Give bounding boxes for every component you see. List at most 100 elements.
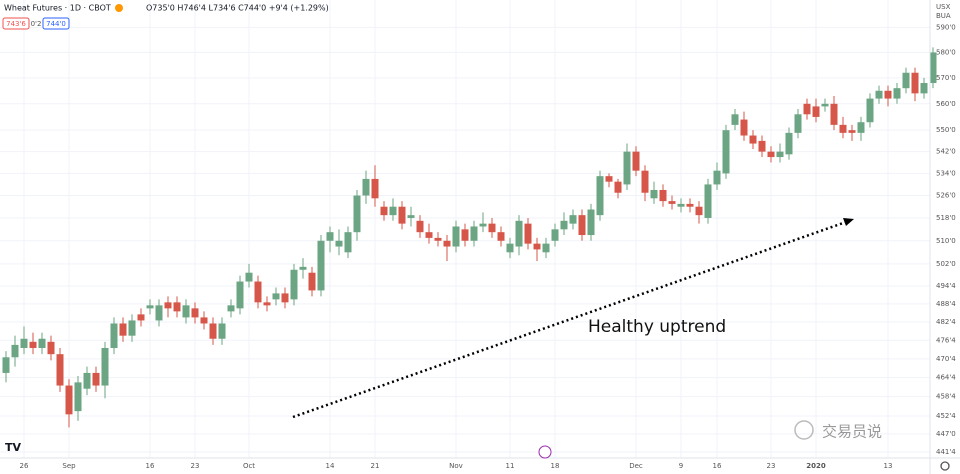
candle-body [767, 151, 775, 158]
candle-body [128, 320, 136, 336]
candle-body [236, 281, 244, 309]
y-tick-label: 447'0 [936, 430, 956, 438]
candle-body [704, 184, 712, 218]
candle-body [254, 281, 262, 303]
y-tick-label: 452'4 [936, 412, 956, 420]
x-tick-label: 9 [679, 462, 683, 470]
candle-body [29, 341, 37, 348]
y-tick-label: 542'0 [936, 148, 956, 156]
annotation: Healthy uptrend [588, 317, 726, 337]
candle-body [200, 317, 208, 324]
x-tick-label: Nov [449, 462, 463, 470]
ask-box [42, 17, 70, 30]
events-icon[interactable] [538, 445, 552, 459]
candle-body [686, 203, 694, 207]
watermark: 交易员说 [822, 423, 882, 441]
candle-body [920, 83, 928, 94]
candle-body [722, 130, 730, 174]
candle-body [758, 140, 766, 152]
candle-body [308, 272, 316, 291]
candle-body [578, 215, 586, 236]
settings-icon[interactable] [940, 461, 950, 471]
candle-body [821, 103, 829, 107]
candle-body [47, 341, 55, 355]
x-tick-label: 23 [191, 462, 200, 470]
candle-body [524, 223, 532, 244]
candle-body [839, 124, 847, 133]
y-tick-label: 570'0 [936, 74, 956, 82]
candle-body [38, 338, 46, 348]
candle-body [110, 323, 118, 348]
watermark-icon [794, 420, 814, 440]
y-tick-label: 488'4 [936, 300, 956, 308]
candle-body [245, 272, 253, 282]
candle-body [875, 90, 883, 99]
y-tick-label: 534'0 [936, 169, 956, 177]
candle-body [893, 88, 901, 99]
candle-body [56, 354, 64, 386]
y-tick-label: 458'4 [936, 393, 956, 401]
candle-body [416, 220, 424, 233]
candle-body [218, 323, 226, 339]
y-tick-label: 470'4 [936, 355, 956, 363]
y-tick-label: 550'0 [936, 126, 956, 134]
candle-body [731, 114, 739, 125]
spread: 0'2 [31, 20, 42, 28]
y-tick-label: 590'0 [936, 23, 956, 31]
candle-body [173, 302, 181, 312]
bid: 743'6 [6, 20, 26, 28]
candle-body [803, 103, 811, 115]
candle-body [533, 243, 541, 250]
x-tick-label: 11 [506, 462, 515, 470]
candle-body [137, 314, 145, 321]
candle-body [884, 90, 892, 99]
candle-body [407, 215, 415, 218]
candle-body [713, 170, 721, 185]
candle-body [326, 232, 334, 241]
candle-body [461, 229, 469, 241]
candles [2, 47, 937, 428]
candle-body [929, 52, 937, 84]
candle-body [902, 72, 910, 89]
x-tick-label: 26 [20, 462, 29, 470]
unit: BUA [936, 12, 951, 20]
y-tick-label: 510'0 [936, 237, 956, 245]
candle-body [83, 372, 91, 389]
candle-body [911, 72, 919, 94]
candle-body [263, 302, 271, 306]
candle-body [164, 302, 172, 309]
candle-body [92, 372, 100, 386]
candle-body [146, 305, 154, 309]
candle-body [794, 114, 802, 133]
y-tick-label: 476'4 [936, 336, 956, 344]
y-tick-label: 560'0 [936, 100, 956, 108]
candle-body [605, 176, 613, 182]
x-tick-label: 2020 [806, 462, 826, 470]
y-tick-label: 580'0 [936, 48, 956, 56]
candle-body [443, 240, 451, 247]
candle-body [830, 103, 838, 125]
x-tick-label: Sep [62, 462, 76, 470]
candle-body [596, 176, 604, 216]
candle-body [209, 323, 217, 339]
candle-body [290, 269, 298, 300]
x-tick-label: Dec [629, 462, 643, 470]
candle-body [191, 308, 199, 318]
candle-body [425, 232, 433, 238]
candle-body [551, 229, 559, 241]
ohlc-line: O735'0 H746'4 L734'6 C744'0 +9'4 (+1.29%… [146, 4, 329, 13]
candle-body [569, 215, 577, 224]
x-tick-label: 16 [146, 462, 155, 470]
candle-body [155, 305, 163, 321]
tv-logo: TV [5, 441, 22, 454]
delay-icon [115, 4, 123, 12]
candle-body [353, 195, 361, 233]
x-tick-label: 21 [371, 462, 380, 470]
x-tick-label: 23 [767, 462, 776, 470]
candle-body [587, 209, 595, 236]
candle-body [749, 135, 757, 144]
candle-body [560, 220, 568, 230]
y-tick-label: 441'4 [936, 448, 956, 456]
candle-body [641, 170, 649, 193]
